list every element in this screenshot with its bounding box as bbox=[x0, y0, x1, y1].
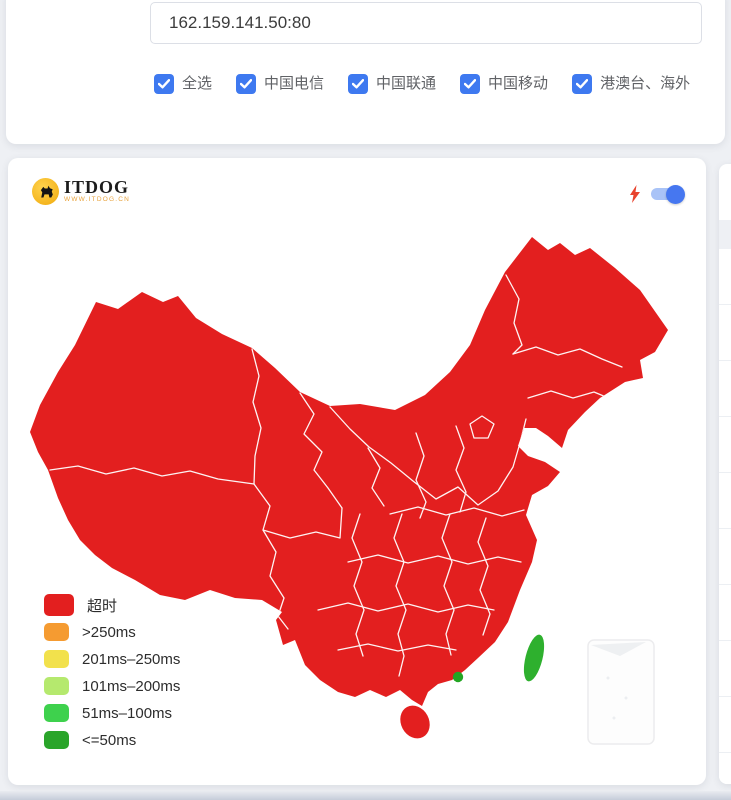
legend-row: 超时 bbox=[44, 594, 180, 616]
region-hongkong-ok[interactable] bbox=[452, 671, 464, 683]
region-mainland-timeout[interactable] bbox=[30, 237, 668, 706]
target-host-input[interactable] bbox=[150, 2, 702, 44]
legend-row: 51ms–100ms bbox=[44, 703, 180, 723]
legend-label: >250ms bbox=[82, 623, 136, 641]
logo-title: ITDOG bbox=[64, 177, 130, 197]
legend-swatch-timeout bbox=[44, 594, 74, 616]
checkbox-checked-icon[interactable] bbox=[236, 74, 257, 94]
legend-swatch-le50 bbox=[44, 731, 69, 749]
legend-label: 51ms–100ms bbox=[82, 704, 173, 722]
checkbox-checked-icon[interactable] bbox=[460, 74, 481, 94]
checkbox-label: 中国联通 bbox=[376, 75, 437, 92]
legend-row: <=50ms bbox=[44, 730, 180, 750]
checkbox-label: 港澳台、海外 bbox=[600, 75, 691, 92]
checkbox-checked-icon[interactable] bbox=[154, 74, 174, 94]
itdog-logo: ITDOG WWW.ITDOG.CN bbox=[32, 178, 130, 205]
legend-row: 201ms–250ms bbox=[44, 649, 180, 669]
legend-row: 101ms–200ms bbox=[44, 676, 180, 696]
legend-label: 101ms–200ms bbox=[82, 677, 181, 695]
bottom-panel-edge bbox=[0, 791, 731, 800]
toggle-knob[interactable] bbox=[666, 184, 685, 204]
logo-subtitle: WWW.ITDOG.CN bbox=[64, 196, 131, 203]
region-hainan-timeout[interactable] bbox=[395, 700, 436, 743]
latency-map-card: ITDOG WWW.ITDOG.CN 超时 >250ms 201ms–250ms… bbox=[8, 158, 706, 785]
speed-mode-toggle[interactable] bbox=[651, 184, 685, 204]
checkbox-hk-mo-tw-overseas[interactable]: 港澳台、海外 bbox=[572, 74, 690, 94]
checkbox-label: 全选 bbox=[182, 75, 213, 92]
checkbox-label: 中国移动 bbox=[488, 75, 549, 92]
results-table-header bbox=[719, 220, 731, 249]
checkbox-checked-icon[interactable] bbox=[572, 74, 593, 94]
legend-swatch-gt250 bbox=[44, 623, 69, 641]
legend-swatch-51-100 bbox=[44, 704, 69, 722]
ping-settings-card: 全选 中国电信 中国联通 中国移动 港澳台、海外 bbox=[6, 0, 725, 144]
legend-label: <=50ms bbox=[82, 731, 137, 749]
checkbox-china-unicom[interactable]: 中国联通 bbox=[348, 74, 436, 94]
results-table-partial bbox=[719, 164, 731, 784]
checkbox-checked-icon[interactable] bbox=[348, 74, 369, 94]
checkbox-china-mobile[interactable]: 中国移动 bbox=[460, 74, 548, 94]
results-table-rows bbox=[719, 249, 731, 784]
legend-swatch-201-250 bbox=[44, 650, 69, 668]
checkbox-china-telecom[interactable]: 中国电信 bbox=[236, 74, 324, 94]
legend-swatch-101-200 bbox=[44, 677, 69, 695]
province-borders bbox=[49, 274, 623, 677]
checkbox-label: 中国电信 bbox=[264, 75, 325, 92]
region-taiwan-ok[interactable] bbox=[520, 633, 548, 684]
checkbox-select-all[interactable]: 全选 bbox=[154, 74, 212, 94]
south-china-sea-inset bbox=[587, 639, 655, 745]
dog-icon bbox=[32, 178, 59, 205]
legend-label: 201ms–250ms bbox=[82, 650, 181, 668]
isp-checkbox-row: 全选 中国电信 中国联通 中国移动 港澳台、海外 bbox=[154, 74, 690, 94]
latency-legend: 超时 >250ms 201ms–250ms 101ms–200ms 51ms–1… bbox=[44, 594, 180, 750]
legend-label: 超时 bbox=[87, 597, 118, 615]
legend-row: >250ms bbox=[44, 622, 180, 642]
lightning-icon bbox=[630, 185, 640, 203]
china-latency-map[interactable] bbox=[8, 158, 706, 785]
speed-mode-control bbox=[629, 184, 685, 204]
